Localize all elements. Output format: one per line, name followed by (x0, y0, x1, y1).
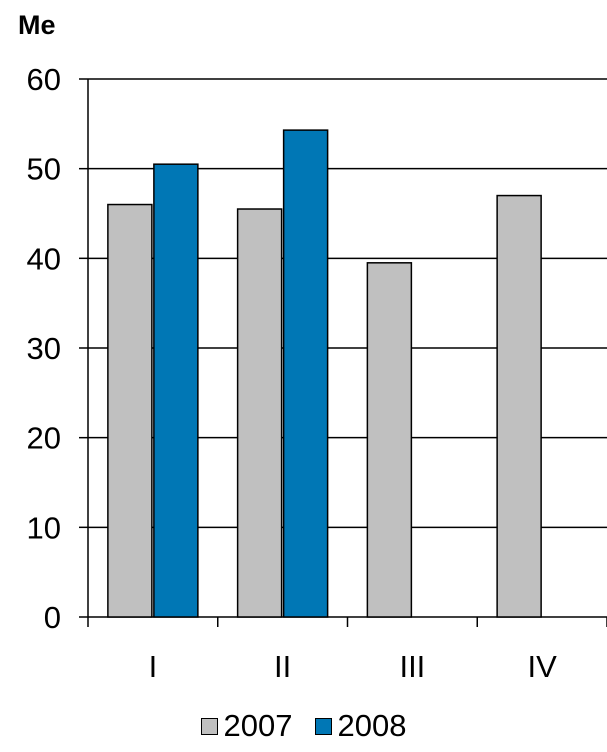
bar-2007-III (366, 262, 413, 618)
bar-2007-II (236, 208, 283, 618)
y-tick-label-40: 40 (27, 241, 61, 276)
y-unit-label: Me (18, 10, 56, 40)
legend-label-2007: 2007 (223, 708, 293, 743)
legend-label-2008: 2008 (337, 708, 407, 743)
bar-2008-I (153, 163, 199, 618)
x-tick-label-II: II (274, 649, 291, 684)
legend-item-2008: 2008 (314, 708, 407, 744)
legend-item-2007: 2007 (200, 708, 293, 744)
y-tick-label-20: 20 (27, 421, 61, 456)
y-tick-label-30: 30 (27, 331, 61, 366)
y-tick-label-60: 60 (27, 62, 61, 97)
y-tick-label-50: 50 (27, 152, 61, 187)
x-tick-label-I: I (149, 649, 158, 684)
x-tick-label-IV: IV (527, 649, 557, 684)
x-tick-label-III: III (399, 649, 425, 684)
bar-2007-IV (496, 194, 542, 618)
legend-swatch-2007 (200, 717, 218, 735)
bar-2007-I (107, 203, 153, 618)
y-tick-label-10: 10 (27, 510, 61, 545)
legend-swatch-2008 (314, 717, 332, 735)
legend: 2007 2008 (0, 708, 607, 744)
y-tick-label-0: 0 (44, 600, 61, 635)
bar-2008-II (282, 129, 329, 618)
